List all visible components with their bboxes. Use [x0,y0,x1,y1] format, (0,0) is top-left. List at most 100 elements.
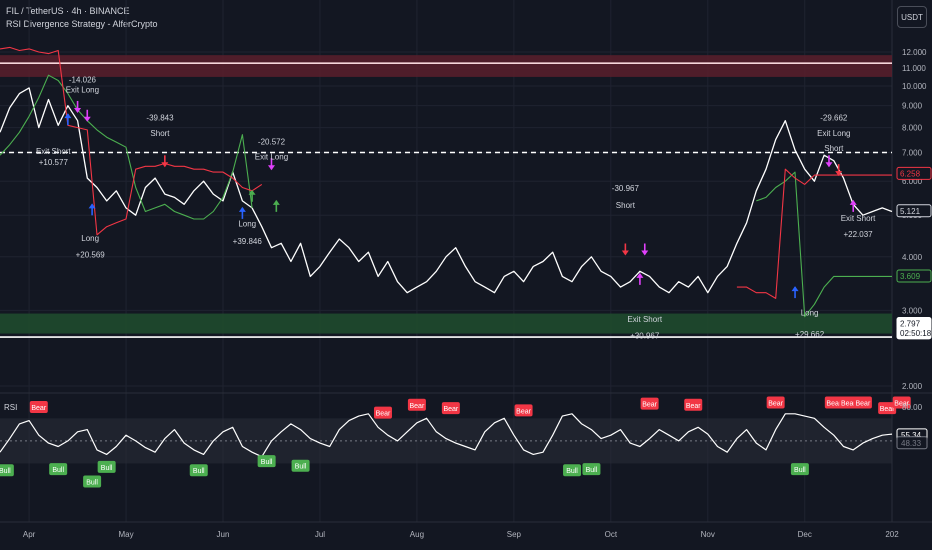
signal-text: Bear [826,401,841,408]
y-tick-label: 12.000 [902,48,927,57]
bull-label: Bull [49,463,68,476]
signal-text: Bear [410,403,425,410]
indicator-title: RSI Divergence Strategy - AlferCrypto [6,19,158,29]
signal-arrow [64,113,72,126]
x-tick-label: Jul [315,530,325,539]
stop-line [0,74,253,220]
signal-box [582,463,601,476]
currency-button[interactable]: USDT [897,6,927,28]
rsi-value-text: 55.34 [901,431,922,440]
bull-label: Bull [257,455,276,468]
y-tick-label: 7.000 [902,148,923,157]
bear-label: Bear [514,404,533,417]
trade-annotation: Long [81,234,99,243]
trade-annotation: +20.569 [76,251,106,260]
signal-arrow [791,286,799,299]
x-tick-label: 202 [885,530,899,539]
signal-text: Bull [295,464,307,471]
signal-arrow [636,272,644,285]
signal-box [878,402,897,415]
signal-box [684,398,703,411]
resistance-zone [0,55,892,77]
trade-annotation: Exit Short [841,214,876,223]
signal-arrow [88,203,96,216]
stop-line [0,46,263,236]
signal-text: Bear [686,403,701,410]
trade-annotation: +10.577 [39,158,69,167]
bear-label: Bear [684,398,703,411]
signal-text: Bear [894,401,909,408]
signal-arrow [74,100,82,113]
signal-text: Bull [566,468,578,475]
rsi-title: RSI [4,403,17,412]
signal-arrow [267,158,275,171]
signal-box [257,455,276,468]
signal-box [373,406,392,419]
annotations: -14.026 Exit Long Exit Short +10.577 -39.843… [36,75,876,340]
signal-text: Bull [52,467,64,474]
y-tick-label: 3.000 [902,306,923,315]
bear-label: Bear [373,406,392,419]
trade-annotation: Short [824,144,844,153]
trade-annotation: Long [801,308,819,317]
signal-text: Bull [794,467,806,474]
trade-annotation: +30.967 [630,332,660,341]
zones [0,55,892,334]
signal-text: Bear [31,405,46,412]
bear-label: Bear [441,402,460,415]
price-label-box [896,166,932,180]
bear-label: Bear [892,396,911,409]
signal-arrow [825,155,833,168]
y-tick-label: 4.000 [902,253,923,262]
price-label-text: 5.121 [900,207,921,216]
trade-annotation: Short [616,201,636,210]
trade-annotation: +22.037 [843,230,873,239]
y-tick-label: 9.000 [902,102,923,111]
y-tick-label: 11.000 [902,64,926,73]
arrow-head [636,272,644,278]
bull-label: Bull [83,475,102,488]
arrow-head [161,162,169,168]
trade-annotation: Exit Long [817,129,850,138]
x-tick-label: Apr [23,530,36,539]
signal-box [824,396,843,409]
arrow-head [835,171,843,177]
signal-box [839,396,858,409]
series [0,46,893,318]
trade-annotation: -29.662 [820,114,848,123]
stop-line [756,171,892,318]
price-label: 6.258 [896,166,932,180]
bear-label: Bear [407,398,426,411]
signal-text: Bull [586,467,598,474]
signal-arrow [238,206,246,219]
signal-box [892,396,911,409]
bear-label: Bear [29,401,48,414]
trade-annotation: -39.843 [146,114,174,123]
price-label-box [896,204,932,218]
arrow-head [248,189,256,195]
trade-annotation: -20.572 [258,138,286,147]
trade-annotation: Exit Long [255,152,288,161]
rsi-value-label: 48.33 [896,436,928,450]
bear-label: Bear [878,402,897,415]
arrow-head [88,203,96,209]
trade-annotation: -30.967 [612,184,640,193]
price-label-box [896,326,932,340]
x-tick-label: Sep [507,530,522,539]
y-tick-label: 2.000 [902,382,923,391]
price-label-text: 6.258 [900,169,921,178]
rsi-value-box [896,436,928,450]
arrow-head [849,199,857,205]
y-tick-label: 8.000 [902,124,923,133]
bear-label: Bear [766,396,785,409]
trade-annotation: Exit Short [36,147,71,156]
signal-arrow [161,155,169,168]
bull-label: Bull [563,464,582,477]
trade-annotation: +39.846 [233,237,263,246]
signal-box [790,463,809,476]
arrow-head [238,206,246,212]
signal-box [853,396,872,409]
bull-label: Bull [291,459,310,472]
rsi-value-text: 48.33 [901,439,922,448]
